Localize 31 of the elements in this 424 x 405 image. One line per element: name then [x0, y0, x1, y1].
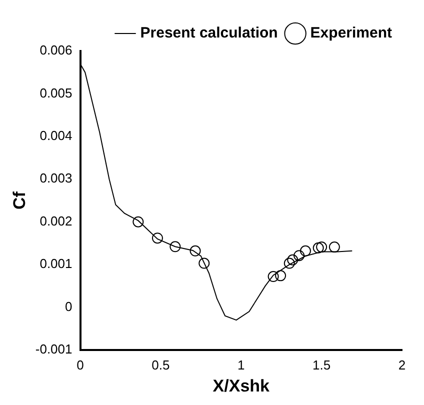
- y-tick-label: 0: [65, 298, 72, 314]
- point: [300, 245, 311, 256]
- y-tick-label: 0.002: [40, 213, 72, 228]
- y-tick-label: -0.001: [35, 342, 72, 357]
- y-axis-title: Cf: [10, 191, 29, 210]
- point: [268, 271, 279, 282]
- point: [275, 270, 286, 282]
- point: [170, 241, 181, 252]
- y-tick-label: 0.001: [40, 256, 72, 272]
- point: [294, 250, 305, 262]
- x-tick-label: 0: [76, 357, 84, 372]
- point: [152, 232, 163, 244]
- y-tick-label: 0.003: [40, 170, 72, 186]
- point: [328, 242, 340, 253]
- point: [190, 245, 201, 256]
- point: [132, 216, 144, 228]
- y-tick-label: 0.006: [40, 42, 72, 58]
- legend-label: Present calculation: [140, 24, 278, 42]
- point: [316, 242, 328, 253]
- y-tick-label: 0.005: [40, 85, 72, 100]
- y-tick-label: 0.004: [40, 128, 72, 144]
- x-tick-label: 0.5: [152, 357, 170, 372]
- point: [312, 242, 324, 254]
- x-tick-label: 1: [238, 357, 245, 372]
- x-axis-title: X/Xshk: [212, 376, 270, 396]
- legend-label: Experiment: [310, 24, 392, 42]
- point: [198, 258, 210, 269]
- x-tick-label: 2: [398, 357, 406, 372]
- point: [287, 254, 298, 266]
- point: [284, 258, 295, 269]
- x-tick-label: 1.5: [312, 357, 331, 372]
